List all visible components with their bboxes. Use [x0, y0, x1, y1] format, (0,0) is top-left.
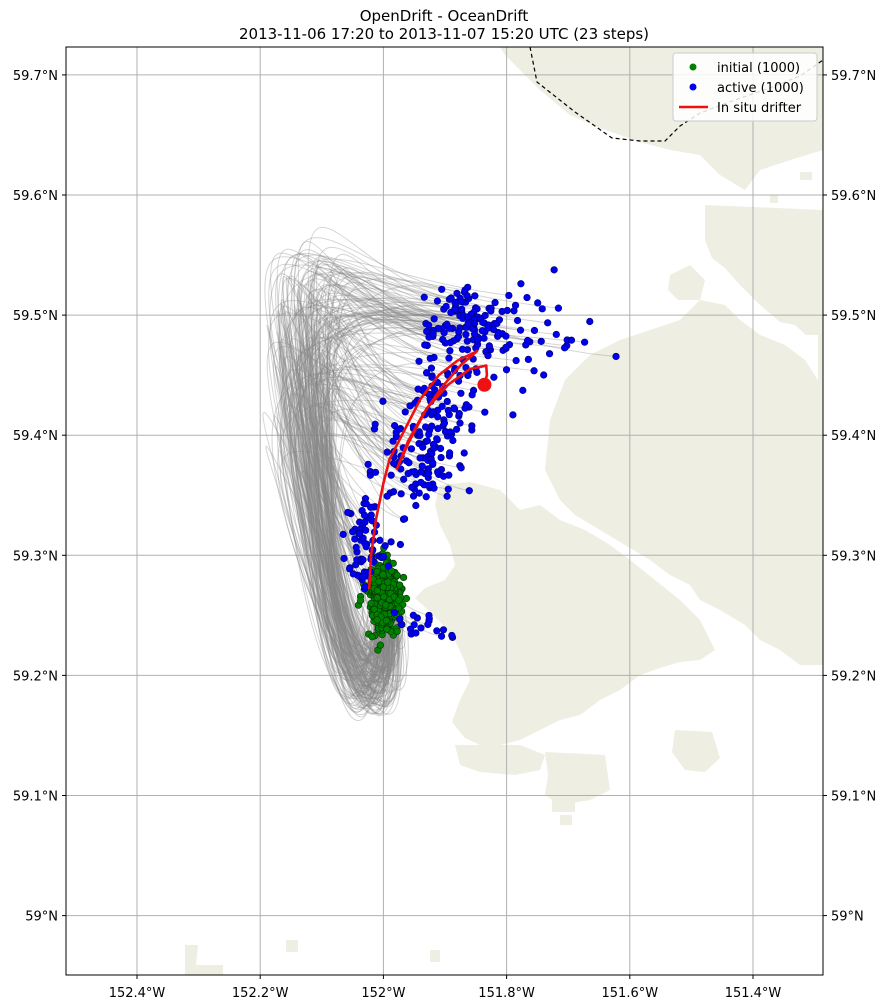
lat-tick-label-right: 59.1°N [831, 790, 876, 805]
particle-trajectories [262, 226, 617, 722]
lat-tick-label-right: 59.5°N [831, 309, 876, 324]
lat-tick-label-left: 59.7°N [13, 69, 58, 84]
drifter-final-position [477, 377, 492, 392]
legend-drifter-label: In situ drifter [717, 101, 802, 116]
axis-tick-labels: 152.4°W 152.2°W 152°W 151.8°W 151.6°W 151.4°W… [13, 69, 876, 1001]
lat-tick-label-left: 59.1°N [13, 790, 58, 805]
active-particles [339, 266, 620, 641]
lon-tick-label: 152.4°W [109, 986, 166, 1001]
lat-tick-label-right: 59.6°N [831, 189, 876, 204]
legend-initial-label: initial (1000) [717, 61, 800, 76]
map-subtitle: 2013-11-06 17:20 to 2013-11-07 15:20 UTC… [238, 25, 650, 43]
gridlines [66, 47, 823, 975]
lat-tick-label-left: 59.6°N [13, 189, 58, 204]
legend-active-label: active (1000) [717, 81, 804, 96]
lat-tick-label-right: 59.4°N [831, 429, 876, 444]
drifter-track [367, 349, 489, 589]
lon-tick-label: 152.2°W [232, 986, 289, 1001]
plot-frame [65, 46, 824, 976]
lon-tick-label: 151.8°W [478, 986, 535, 1001]
lon-tick-label: 151.6°W [602, 986, 659, 1001]
lat-tick-label-left: 59°N [25, 910, 58, 925]
legend: initial (1000) active (1000) In situ dri… [672, 52, 818, 122]
lat-tick-label-right: 59.7°N [831, 69, 876, 84]
lon-tick-label: 152°W [361, 986, 405, 1001]
map-title: OpenDrift - OceanDrift [359, 7, 529, 25]
lat-tick-label-right: 59°N [831, 910, 864, 925]
lat-tick-label-left: 59.4°N [13, 429, 58, 444]
lat-tick-label-left: 59.5°N [13, 309, 58, 324]
lat-tick-label-left: 59.3°N [13, 549, 58, 564]
legend-active-marker [689, 83, 697, 91]
lat-tick-label-left: 59.2°N [13, 669, 58, 684]
lat-tick-label-right: 59.2°N [831, 669, 876, 684]
lat-tick-label-right: 59.3°N [831, 549, 876, 564]
axis-ticks [62, 74, 827, 979]
legend-initial-marker [689, 63, 697, 71]
lon-tick-label: 151.4°W [725, 986, 782, 1001]
